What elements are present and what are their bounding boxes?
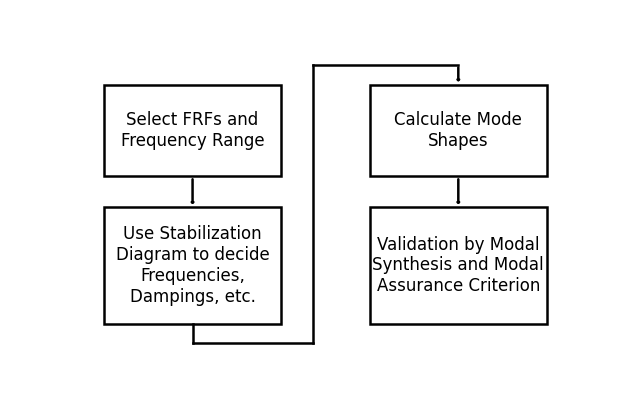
Text: Select FRFs and
Frequency Range: Select FRFs and Frequency Range [121, 111, 264, 150]
Text: Use Stabilization
Diagram to decide
Frequencies,
Dampings, etc.: Use Stabilization Diagram to decide Freq… [116, 225, 269, 306]
FancyBboxPatch shape [370, 207, 547, 324]
Text: Calculate Mode
Shapes: Calculate Mode Shapes [394, 111, 522, 150]
FancyBboxPatch shape [370, 84, 547, 176]
FancyBboxPatch shape [104, 207, 281, 324]
FancyBboxPatch shape [104, 84, 281, 176]
Text: Validation by Modal
Synthesis and Modal
Assurance Criterion: Validation by Modal Synthesis and Modal … [373, 236, 544, 295]
